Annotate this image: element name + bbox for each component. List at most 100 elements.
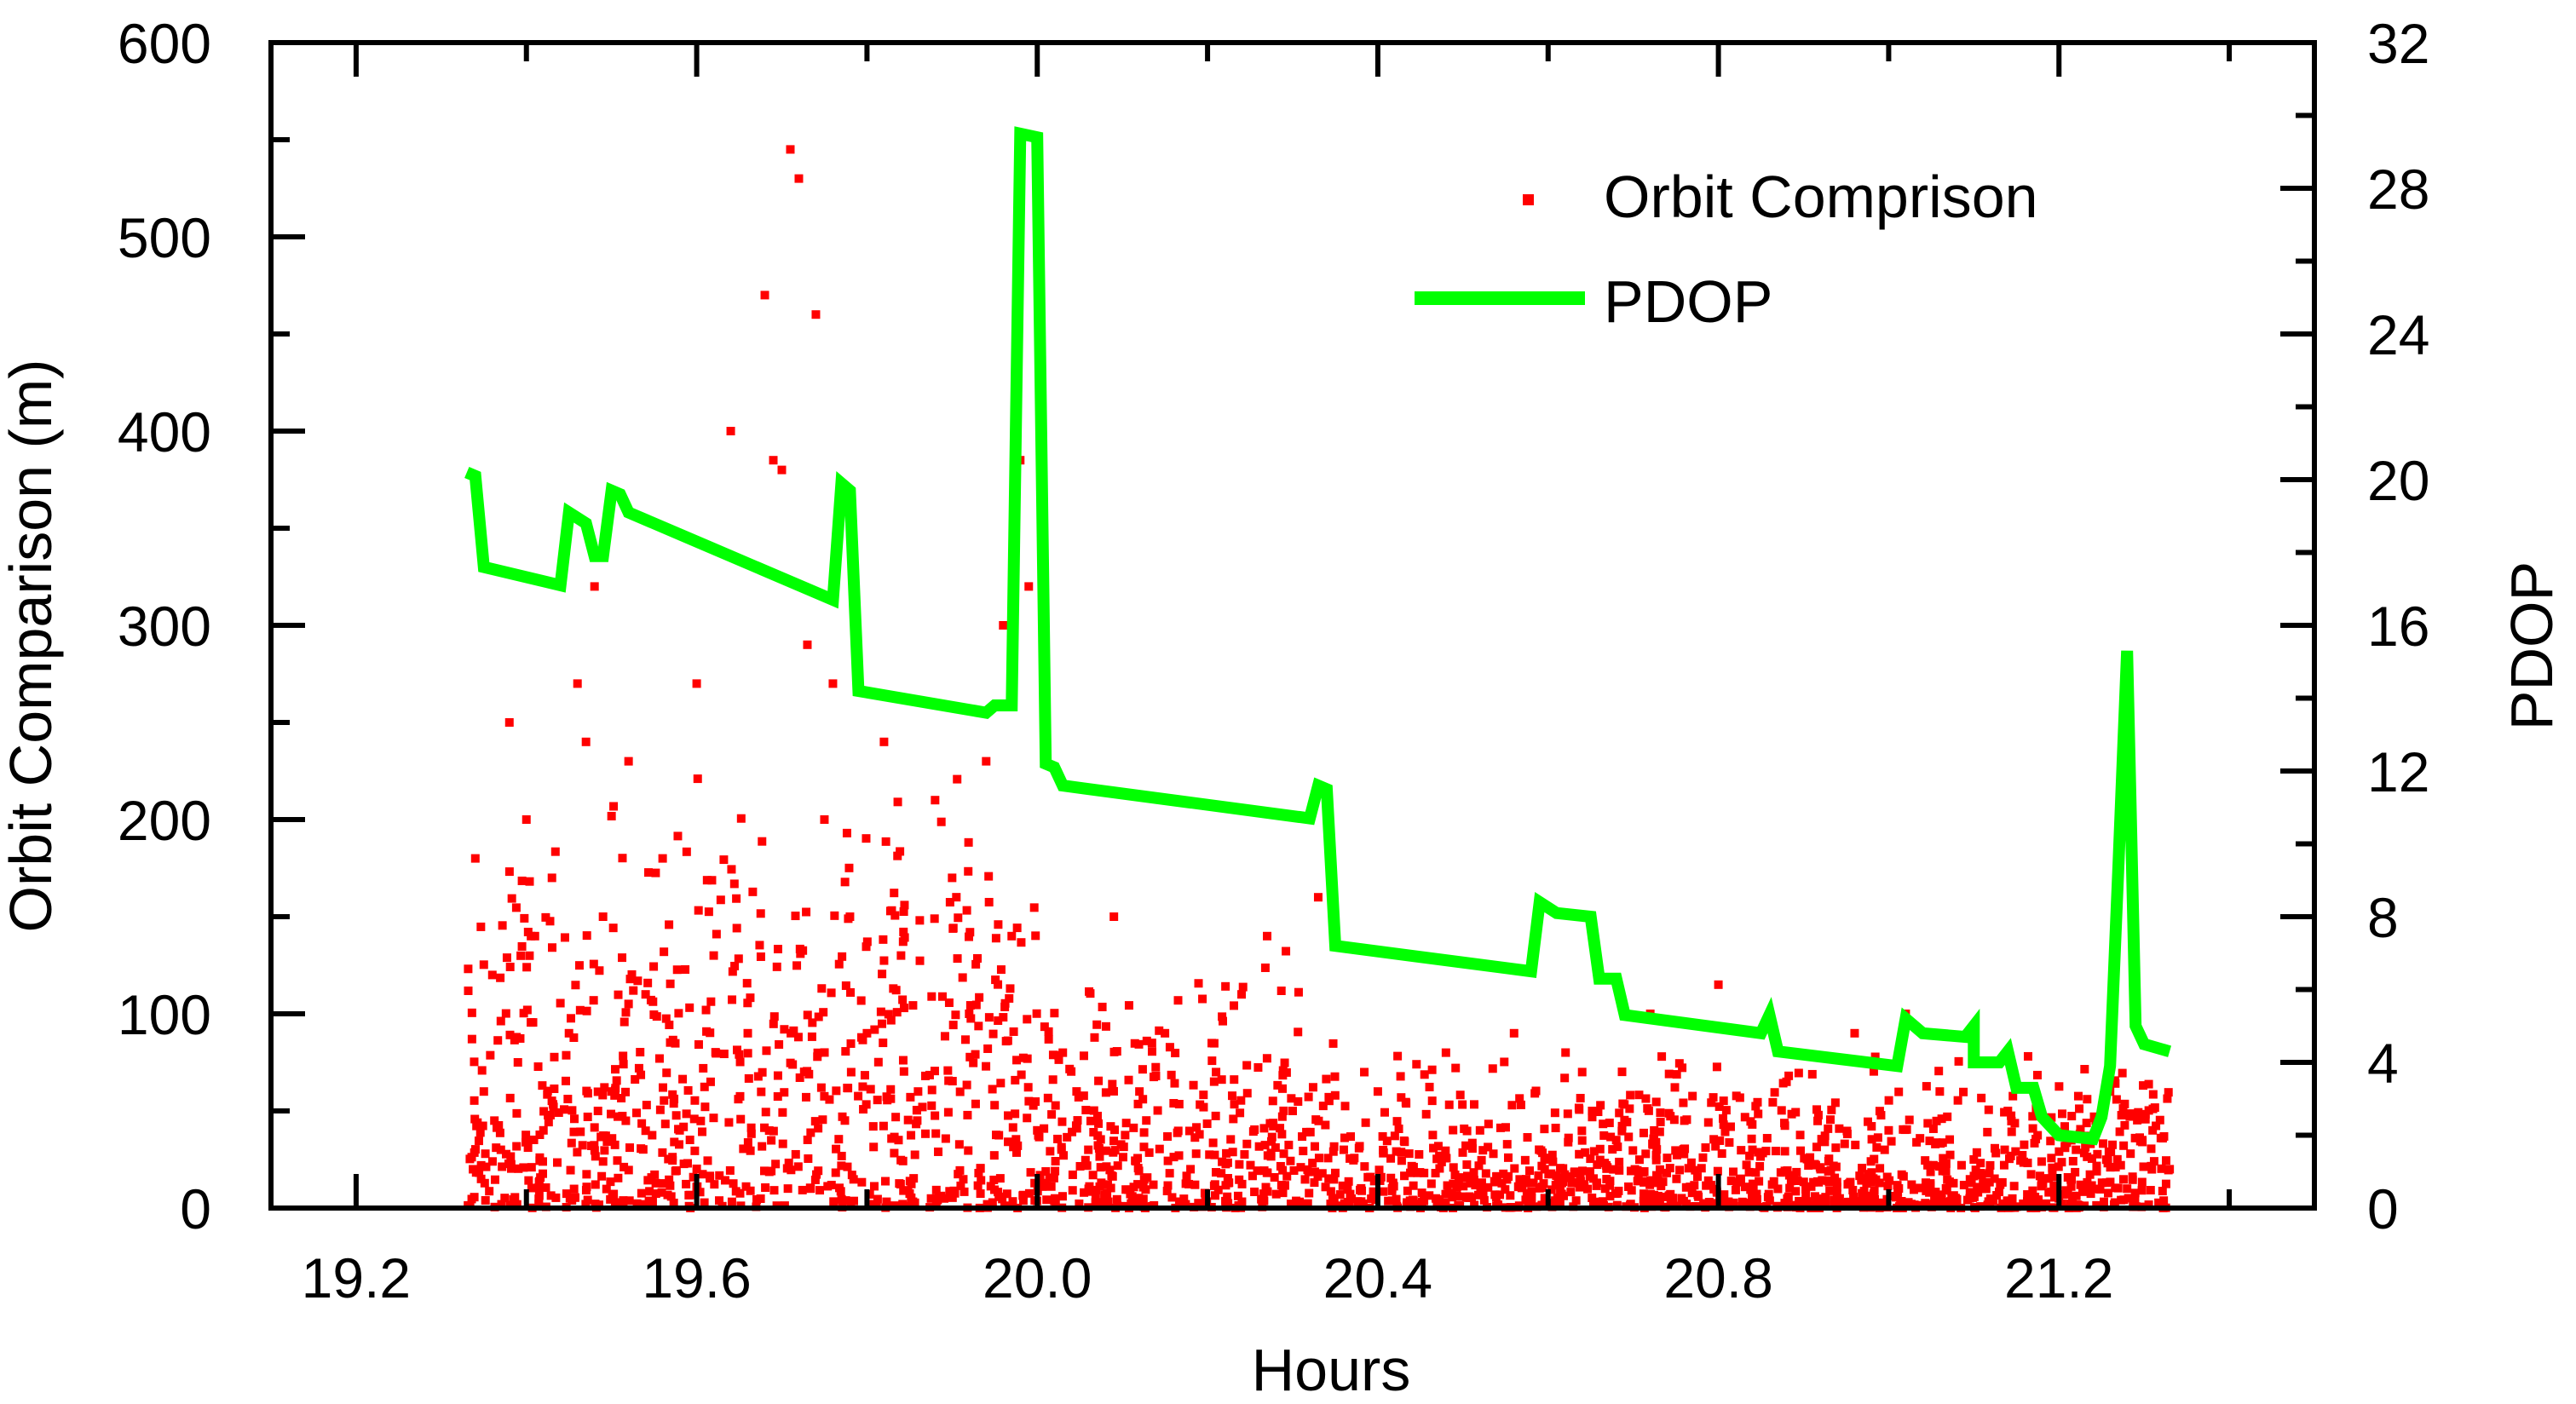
orbit-point-bg-1704: [712, 1049, 721, 1058]
orbit-point-bg-391: [1484, 1142, 1493, 1152]
orbit-point-bg-1205: [1941, 1183, 1951, 1193]
orbit-point-bg-1741: [1721, 1106, 1731, 1115]
orbit-point-bg-442: [1470, 1200, 1479, 1210]
orbit-point-bg-1122: [690, 1146, 700, 1155]
orbit-point-bg-973: [1330, 1090, 1340, 1100]
orbit-point-bg-1512: [1163, 1132, 1173, 1142]
orbit-point-bg-2084: [734, 954, 743, 964]
orbit-point-bg-1590: [2144, 1079, 2153, 1089]
orbit-point-bg-2097: [724, 1118, 734, 1127]
orbit-point-bg-1145: [1710, 1199, 1720, 1208]
orbit-point-bg-703: [1742, 1160, 1751, 1170]
orbit-point-bg-1277: [1786, 1177, 1795, 1186]
orbit-point-bg-2092: [885, 906, 895, 916]
orbit-point-bg-758: [1876, 1164, 1885, 1173]
orbit-point-bg-1561: [1830, 1173, 1840, 1182]
orbit-point-bg-1835: [746, 1123, 756, 1132]
orbit-point-bg-221: [1777, 1106, 1786, 1115]
orbit-point-bg-476: [620, 1162, 629, 1171]
orbit-point-bg-407: [2028, 1186, 2037, 1195]
orbit-point-bg-2120: [974, 1021, 983, 1031]
legend-marker-orbit: [1523, 194, 1534, 205]
orbit-point-bg-220: [1972, 1148, 1981, 1157]
orbit-point-bg-1906: [1934, 1067, 1944, 1076]
orbit-point-bg-192: [1023, 1113, 1032, 1123]
orbit-point-bg-1126: [832, 1144, 841, 1154]
orbit-point-bg-2125: [563, 1095, 573, 1104]
orbit-point-bg-2054: [2010, 1119, 2020, 1128]
orbit-point-bg-689: [1595, 1144, 1605, 1154]
orbit-point-bg-982: [1627, 1186, 1636, 1195]
orbit-point-bg-91: [533, 1062, 543, 1072]
orbit-point-bg-1190: [1296, 1163, 1305, 1172]
orbit-point-bg-114: [2037, 1157, 2046, 1166]
orbit-point-bg-1870: [1006, 984, 1015, 993]
orbit-point-bg-1443: [878, 1019, 887, 1028]
orbit-point-bg-2071: [2047, 1113, 2056, 1122]
orbit-point-bg-1652: [849, 1175, 858, 1184]
orbit-point-bg-1955: [1038, 1178, 1047, 1188]
orbit-point-bg-1068: [1179, 1194, 1189, 1204]
orbit-point-bg-1455: [1976, 1159, 1985, 1168]
orbit-point-bg-921: [2106, 1163, 2115, 1172]
orbit-point-bg-924: [893, 797, 902, 807]
orbit-point-bg-1569: [1596, 1101, 1605, 1110]
orbit-point-bg-1943: [501, 1009, 510, 1018]
orbit-point-bg-651: [1279, 1149, 1288, 1159]
orbit-point-bg-2177: [1230, 1100, 1239, 1109]
orbit-point-bg-35: [876, 1007, 885, 1016]
orbit-point-bg-771: [1462, 1160, 1472, 1170]
orbit-point-bg-1452: [1925, 1136, 1934, 1146]
orbit-point-bg-1947: [1875, 1178, 1884, 1188]
orbit-point-bg-1873: [1260, 1141, 1270, 1150]
orbit-point-bg-80: [953, 954, 962, 964]
orbit-point-bg-1892: [470, 1145, 480, 1154]
orbit-point-bg-1775: [1909, 1185, 1918, 1194]
orbit-point-bg-1990: [481, 1195, 490, 1205]
orbit-point-bg-460: [1876, 1111, 1886, 1120]
orbit-point-bg-1639: [1634, 1155, 1644, 1165]
orbit-point-bg-1641: [675, 1140, 684, 1149]
orbit-point-36: [896, 951, 906, 960]
orbit-point-bg-494: [1096, 1163, 1105, 1172]
orbit-point-bg-1483: [1521, 1195, 1530, 1205]
orbit-point-bg-707: [1770, 1088, 1779, 1097]
y2-tick-label-2: 8: [2367, 886, 2399, 949]
orbit-point-bg-977: [1057, 1142, 1066, 1152]
orbit-point-bg-8: [937, 992, 947, 1001]
orbit-point-bg-293: [1041, 1167, 1051, 1177]
orbit-point-bg-1283: [1593, 1108, 1603, 1117]
orbit-point-bg-725: [1098, 1002, 1107, 1011]
x-tick-label-5: 21.2: [2004, 1246, 2113, 1309]
orbit-point-bg-388: [878, 970, 887, 979]
orbit-point-bg-1461: [1282, 1171, 1292, 1181]
orbit-point-bg-1536: [1605, 1177, 1615, 1186]
orbit-point-40: [965, 1010, 974, 1018]
orbit-point-bg-743: [1959, 1181, 1968, 1190]
orbit-point-bg-538: [1729, 1167, 1738, 1177]
orbit-point-bg-2004: [476, 1160, 486, 1170]
orbit-point-bg-332: [819, 1008, 828, 1017]
orbit-point-bg-61: [1857, 1176, 1866, 1185]
orbit-point-bg-42: [1564, 1133, 1573, 1142]
orbit-point-bg-1018: [534, 1182, 544, 1192]
orbit-point-bg-1361: [988, 1029, 998, 1039]
orbit-point-bg-401: [892, 1008, 902, 1017]
orbit-point-bg-478: [1846, 1197, 1855, 1206]
orbit-point-bg-195: [2148, 1090, 2158, 1099]
orbit-point-bg-2043: [2144, 1106, 2153, 1115]
orbit-point-bg-516: [695, 1188, 705, 1197]
orbit-point-bg-1389: [907, 1131, 916, 1140]
orbit-point-bg-1752: [1885, 1176, 1894, 1185]
orbit-point-bg-48: [665, 920, 674, 929]
orbit-point-bg-49: [1655, 1127, 1664, 1136]
orbit-point-bg-2042: [1557, 1189, 1566, 1199]
orbit-point-bg-392: [769, 1126, 778, 1136]
orbit-point-bg-963: [1956, 1160, 1966, 1170]
orbit-point-bg-779: [693, 774, 702, 784]
orbit-point-bg-300: [2115, 1127, 2124, 1136]
orbit-point-bg-2193: [1513, 1182, 1523, 1192]
orbit-point-bg-647: [621, 1087, 631, 1096]
orbit-point-bg-1885: [1280, 1058, 1289, 1067]
